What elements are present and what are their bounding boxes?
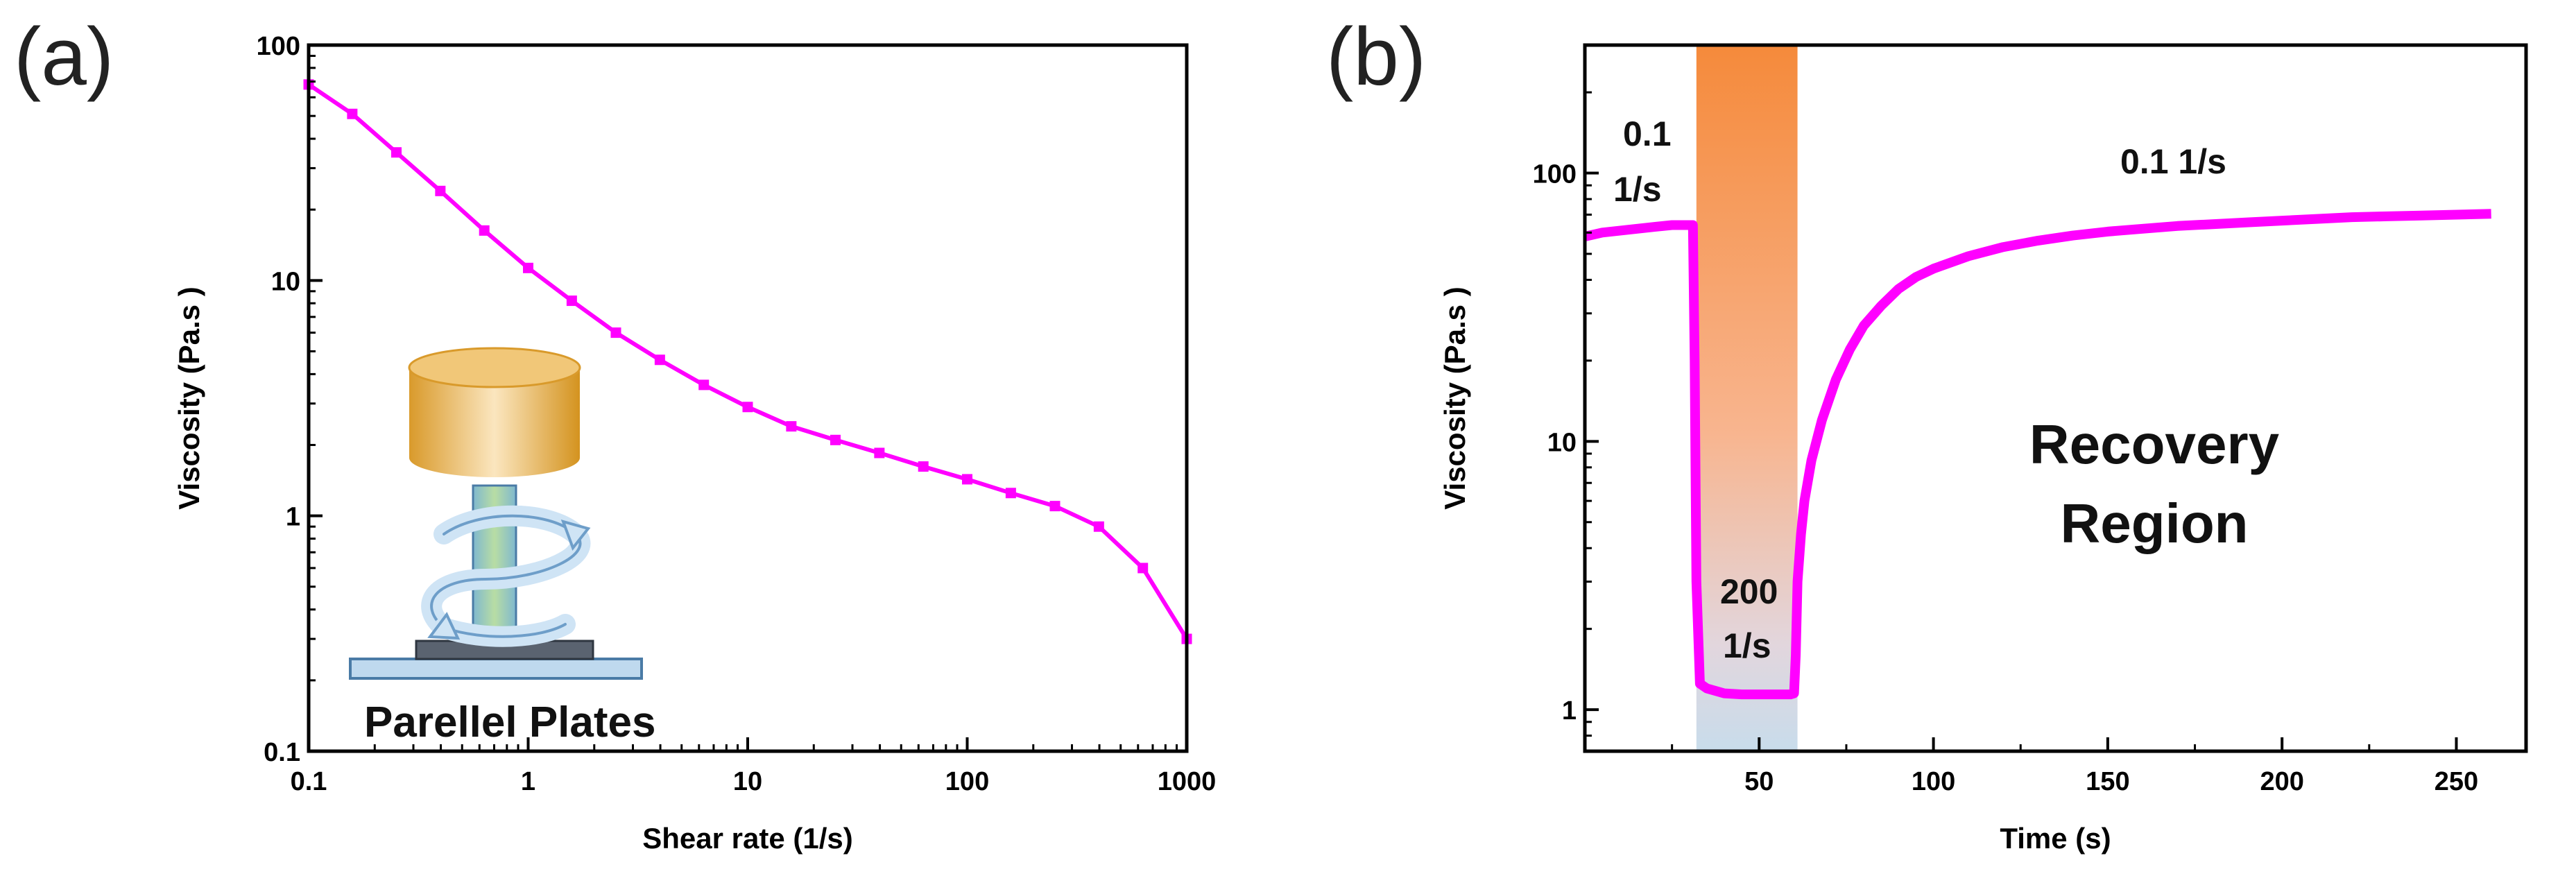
plot-a: 0.1 1 10 100 0.1 1 10 100 1000 Shear rate (1/s) Vi…: [173, 32, 1216, 855]
x-axis-title: Shear rate (1/s): [642, 822, 852, 855]
data-point: [786, 421, 797, 432]
annotation-low-rate-left-2: 1/s: [1613, 170, 1662, 209]
data-point: [742, 402, 753, 413]
top-plate-face: [408, 347, 581, 388]
y-axis-title: Viscosity (Pa.s ): [1439, 286, 1471, 509]
data-point: [566, 295, 577, 307]
data-point: [523, 262, 533, 273]
data-point: [610, 327, 621, 338]
data-point: [962, 474, 972, 485]
parallel-plate-rheometer-icon: Parellel Plates: [349, 347, 656, 746]
y-tick-label: 10: [271, 267, 300, 296]
x-tick-label: 1000: [1158, 767, 1217, 796]
y-axis-title: Viscosity (Pa.s ): [173, 286, 205, 509]
y-tick-label: 1: [1562, 696, 1577, 726]
y-tick-label: 100: [257, 32, 300, 61]
x-tick-label: 50: [1744, 767, 1774, 796]
data-point: [390, 147, 402, 158]
annotation-high-rate-2: 1/s: [1723, 626, 1771, 665]
y-tick-label: 100: [1533, 160, 1577, 189]
x-tick-label: 10: [733, 767, 762, 796]
high-shear-band: [1696, 45, 1798, 751]
data-point: [918, 461, 929, 472]
plot-b: 1 10 100 50 100 150 200 250 Time (s) Viscosity (P…: [1439, 43, 2528, 855]
rotation-arrows-icon: [421, 505, 591, 647]
data-point: [654, 354, 665, 366]
data-point: [874, 447, 885, 458]
inset-caption: Parellel Plates: [364, 698, 656, 746]
data-point: [1137, 563, 1149, 574]
x-axis-title: Time (s): [2000, 822, 2111, 855]
data-point: [479, 225, 490, 236]
top-plate-cylinder: [409, 368, 580, 477]
x-tick-label: 150: [2086, 767, 2129, 796]
y-tick-label: 0.1: [264, 738, 300, 767]
bottom-plate: [349, 658, 643, 680]
x-tick-label: 250: [2435, 767, 2478, 796]
x-tick-label: 100: [945, 767, 989, 796]
x-tick-label: 100: [1912, 767, 1955, 796]
x-tick-label: 0.1: [291, 767, 327, 796]
panel-a-label: (a): [14, 11, 114, 103]
panel-b-label: (b): [1326, 11, 1426, 103]
annotation-low-rate-left-1: 0.1: [1623, 114, 1672, 153]
data-point: [435, 185, 446, 196]
y-tick-label: 10: [1547, 428, 1577, 457]
panel-b-annotations: 0.1 1/s 0.1 1/s 200 1/s Recovery Region: [1613, 114, 2280, 665]
recovery-region-label-1: Recovery: [2029, 413, 2280, 475]
data-point: [347, 108, 358, 119]
plot-frame: [1583, 43, 2528, 753]
data-point: [698, 379, 710, 391]
data-point: [1049, 501, 1061, 512]
x-tick-label: 200: [2260, 767, 2303, 796]
annotation-low-rate-right: 0.1 1/s: [2120, 142, 2226, 181]
y-tick-label: 1: [286, 503, 300, 532]
x-tick-label: 1: [521, 767, 535, 796]
recovery-region-label-2: Region: [2060, 492, 2248, 554]
annotation-high-rate-1: 200: [1720, 572, 1778, 611]
data-point: [830, 434, 841, 445]
data-point: [1093, 521, 1104, 532]
series-line: [1583, 209, 2491, 700]
data-point: [1005, 488, 1016, 499]
